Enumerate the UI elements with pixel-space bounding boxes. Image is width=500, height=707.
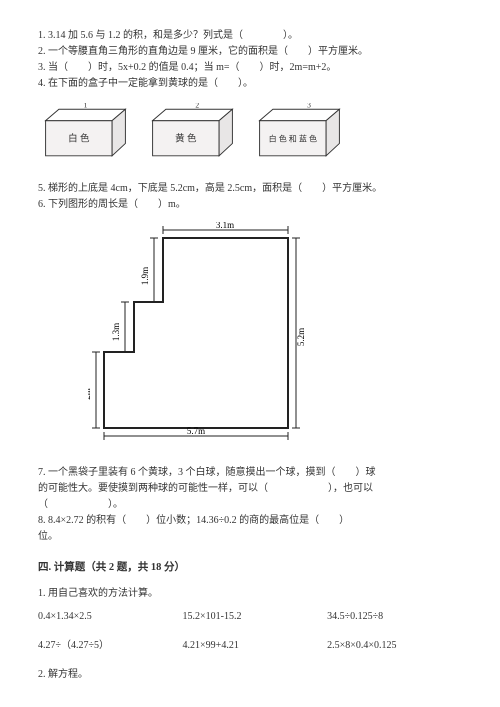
box-2-num: 2 — [195, 103, 199, 109]
question-4: 4. 在下面的盒子中一定能拿到黄球的是（ ）。 — [38, 76, 462, 91]
box-1: 1 白 色 — [38, 103, 133, 163]
calc-2b: 4.21×99+4.21 — [183, 638, 328, 653]
question-7-line1: 7. 一个黑袋子里装有 6 个黄球，3 个白球，随意摸出一个球，摸到（ ）球 — [38, 465, 462, 480]
box-2: 2 黄 色 — [145, 103, 240, 163]
box-3-num: 3 — [307, 103, 311, 109]
dim-bottom: 5.7m — [187, 426, 205, 436]
dim-left3: 2m — [88, 388, 92, 400]
calc-2c: 2.5×8×0.4×0.125 — [327, 638, 462, 653]
question-7-line2: 的可能性大。要使摸到两种球的可能性一样，可以（ ），也可以 — [38, 481, 462, 496]
calc-row-1: 0.4×1.34×2.5 15.2×101-15.2 34.5÷0.125÷8 — [38, 609, 462, 624]
dim-top: 3.1m — [216, 222, 234, 230]
section-4-title: 四. 计算题（共 2 题，共 18 分） — [38, 560, 462, 576]
calc-1c: 34.5÷0.125÷8 — [327, 609, 462, 624]
calc-1b: 15.2×101-15.2 — [183, 609, 328, 624]
box-1-num: 1 — [84, 103, 88, 109]
question-8-line1: 8. 8.4×2.72 的积有（ ）位小数；14.36÷0.2 的商的最高位是（… — [38, 513, 462, 528]
question-8-line2: 位。 — [38, 529, 462, 544]
question-2: 2. 一个等腰直角三角形的直角边是 9 厘米，它的面积是（ ）平方厘米。 — [38, 44, 462, 59]
question-5: 5. 梯形的上底是 4cm，下底是 5.2cm，高是 2.5cm，面积是（ ）平… — [38, 181, 462, 196]
calc-2a: 4.27÷（4.27÷5） — [38, 638, 183, 653]
boxes-figure: 1 白 色 2 黄 色 3 白 色 和 蓝 色 — [38, 103, 462, 163]
dim-left1: 1.9m — [140, 267, 150, 285]
calc-row-2: 4.27÷（4.27÷5） 4.21×99+4.21 2.5×8×0.4×0.1… — [38, 638, 462, 653]
stair-figure: 3.1m 1.9m 1.3m 2m 5.7m 5.2m — [88, 222, 462, 447]
box-3: 3 白 色 和 蓝 色 — [252, 103, 347, 163]
question-3: 3. 当（ ）时，5x+0.2 的值是 0.4；当 m=（ ）时，2m=m+2。 — [38, 60, 462, 75]
calc-1a: 0.4×1.34×2.5 — [38, 609, 183, 624]
dim-left2: 1.3m — [111, 323, 121, 341]
question-6: 6. 下列图形的周长是（ ）m。 — [38, 197, 462, 212]
box-2-label: 黄 色 — [175, 133, 197, 145]
question-1: 1. 3.14 加 5.6 与 1.2 的积，和是多少？列式是（ ）。 — [38, 28, 462, 43]
question-7-line3: （ ）。 — [38, 497, 462, 512]
dim-right: 5.2m — [296, 328, 306, 346]
box-3-label: 白 色 和 蓝 色 — [269, 134, 317, 144]
calc-1-title: 1. 用自己喜欢的方法计算。 — [38, 586, 462, 601]
box-1-label: 白 色 — [68, 133, 90, 145]
calc-2-title: 2. 解方程。 — [38, 667, 462, 682]
